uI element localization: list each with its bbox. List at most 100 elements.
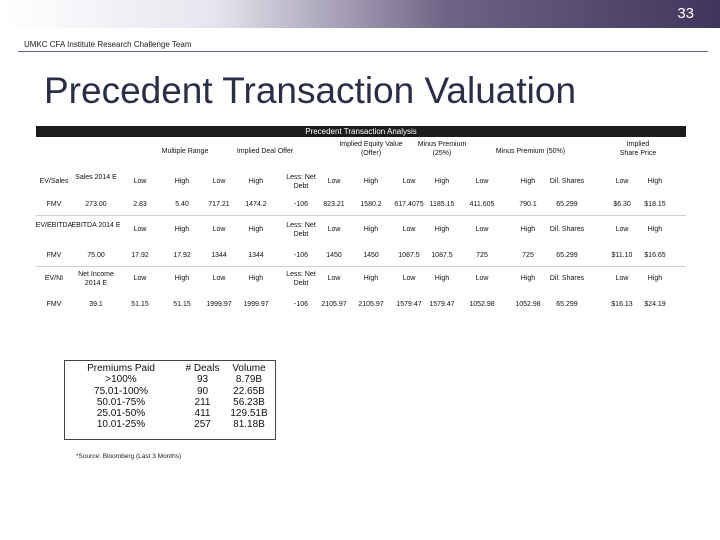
- volume-value: 56.23B: [233, 396, 265, 408]
- cell-deal-low: Low: [212, 226, 226, 233]
- cell-sp-high: High: [647, 226, 663, 233]
- cell-label: FMV: [46, 201, 62, 208]
- group-minus-premium-25: Minus Premium (25%): [417, 141, 467, 157]
- cell-shares: Dil. Shares: [549, 275, 585, 282]
- volume-header: Volume: [232, 363, 266, 374]
- cell-eq-high: 1450: [363, 252, 379, 259]
- cell-deal-high: High: [248, 275, 264, 282]
- cell-deal-high: High: [248, 226, 264, 233]
- cell-mr-high: 51.15: [173, 301, 191, 308]
- cell-eq-low: Low: [327, 275, 341, 282]
- slide-title: Precedent Transaction Valuation: [44, 70, 577, 111]
- cell-p25-high: 1185.15: [429, 201, 455, 208]
- cell-p25-low: Low: [402, 226, 416, 233]
- cell-mr-high: High: [174, 275, 190, 282]
- slide-subtitle: UMKC CFA Institute Research Challenge Te…: [24, 40, 192, 49]
- premium-column: Premiums Paid >100% 75.01-100% 50.01-75% 25.…: [71, 363, 171, 431]
- table-header: Precedent Transaction Analysis: [36, 126, 686, 137]
- cell-sp-high: $18.15: [644, 201, 666, 208]
- cell-mr-high: 17.92: [173, 252, 191, 259]
- cell-metric: 273.00: [85, 201, 107, 208]
- header-divider: [18, 51, 708, 52]
- volume-column: Volume 8.79B 22.65B 56.23B 129.51B 81.18B: [225, 363, 273, 431]
- precedent-transaction-table: Precedent Transaction Analysis Multiple …: [36, 126, 686, 316]
- premium-value: 25.01-50%: [96, 408, 146, 420]
- cell-less: Less: Net Debt: [286, 271, 316, 287]
- cell-deal-high: High: [248, 178, 264, 185]
- volume-value: 22.65B: [233, 385, 265, 397]
- cell-label: EV/NI: [44, 275, 64, 282]
- cell-metric: 75.00: [87, 252, 105, 259]
- volume-value: 8.79B: [235, 374, 263, 386]
- cell-p50-low: 725: [476, 252, 488, 259]
- cell-p25-high: 1579.47: [429, 301, 455, 308]
- cell-eq-high: 1580.2: [360, 201, 382, 208]
- cell-less: -106: [293, 201, 308, 208]
- cell-label: FMV: [46, 301, 62, 308]
- cell-shares: Dil. Shares: [549, 226, 585, 233]
- cell-mr-low: Low: [133, 178, 147, 185]
- cell-deal-low: Low: [212, 275, 226, 282]
- cell-p50-high: High: [520, 178, 536, 185]
- cell-p25-high: High: [434, 178, 450, 185]
- row-divider: [36, 266, 686, 267]
- cell-sp-high: $24.19: [644, 301, 666, 308]
- deals-header: # Deals: [185, 363, 220, 374]
- cell-mr-low: Low: [133, 226, 147, 233]
- cell-p25-low: 1579.47: [396, 301, 422, 308]
- cell-mr-low: 2.83: [133, 201, 147, 208]
- volume-value: 129.51B: [230, 408, 268, 420]
- premium-value: >100%: [105, 374, 137, 386]
- cell-metric: EBITDA 2014 E: [71, 222, 121, 229]
- cell-mr-low: 17.92: [131, 252, 149, 259]
- cell-deal-high: 1474.2: [245, 201, 267, 208]
- premium-header: Premiums Paid: [87, 363, 155, 374]
- deals-value: 411: [194, 408, 211, 420]
- cell-deal-high: 1344: [248, 252, 264, 259]
- cell-eq-low: Low: [327, 226, 341, 233]
- cell-sp-low: $11.10: [611, 252, 633, 259]
- premium-value: 75.01-100%: [94, 385, 148, 397]
- deals-value: 257: [194, 419, 211, 431]
- cell-p25-low: 1087.5: [398, 252, 420, 259]
- cell-shares: 65.299: [556, 301, 578, 308]
- cell-p25-high: High: [434, 226, 450, 233]
- deals-value: 93: [196, 374, 209, 386]
- premiums-paid-table: Premiums Paid >100% 75.01-100% 50.01-75% 25.…: [64, 360, 276, 440]
- cell-p25-low: 617.4075: [394, 201, 424, 208]
- cell-deal-low: 1344: [211, 252, 227, 259]
- volume-value: 81.18B: [233, 419, 265, 431]
- cell-p25-high: 1087.5: [431, 252, 453, 259]
- cell-deal-high: 1999.97: [243, 301, 269, 308]
- cell-less: -106: [293, 301, 308, 308]
- cell-p25-high: High: [434, 275, 450, 282]
- cell-mr-high: 5.40: [175, 201, 189, 208]
- premium-value: 50.01-75%: [96, 396, 146, 408]
- cell-p50-low: 1052.98: [469, 301, 495, 308]
- cell-less: Less: Net Debt: [286, 222, 316, 238]
- cell-eq-high: High: [363, 178, 379, 185]
- cell-sp-low: $6.30: [613, 201, 631, 208]
- cell-p50-high: 790.1: [519, 201, 537, 208]
- cell-less: Less: Net Debt: [286, 174, 316, 190]
- cell-metric: Net Income 2014 E: [78, 271, 114, 287]
- group-multiple-range: Multiple Range: [161, 148, 209, 155]
- group-implied-equity-value: Implied Equity Value (Offer): [339, 141, 403, 157]
- cell-shares: Dil. Shares: [549, 178, 585, 185]
- cell-sp-low: Low: [615, 178, 629, 185]
- group-implied-share-price: Implied Share Price: [619, 141, 657, 157]
- cell-p25-low: Low: [402, 178, 416, 185]
- cell-sp-low: $16.13: [611, 301, 633, 308]
- cell-sp-high: $16.65: [644, 252, 666, 259]
- cell-p50-high: 1052.98: [515, 301, 541, 308]
- cell-eq-low: 2105.97: [321, 301, 347, 308]
- cell-eq-high: 2105.97: [358, 301, 384, 308]
- cell-less: -106: [293, 252, 308, 259]
- group-minus-premium-50: Minus Premium (50%): [495, 148, 566, 155]
- deals-value: 211: [194, 396, 211, 408]
- cell-mr-low: Low: [133, 275, 147, 282]
- cell-mr-high: High: [174, 178, 190, 185]
- cell-mr-high: High: [174, 226, 190, 233]
- cell-sp-low: Low: [615, 275, 629, 282]
- cell-label: FMV: [46, 252, 62, 259]
